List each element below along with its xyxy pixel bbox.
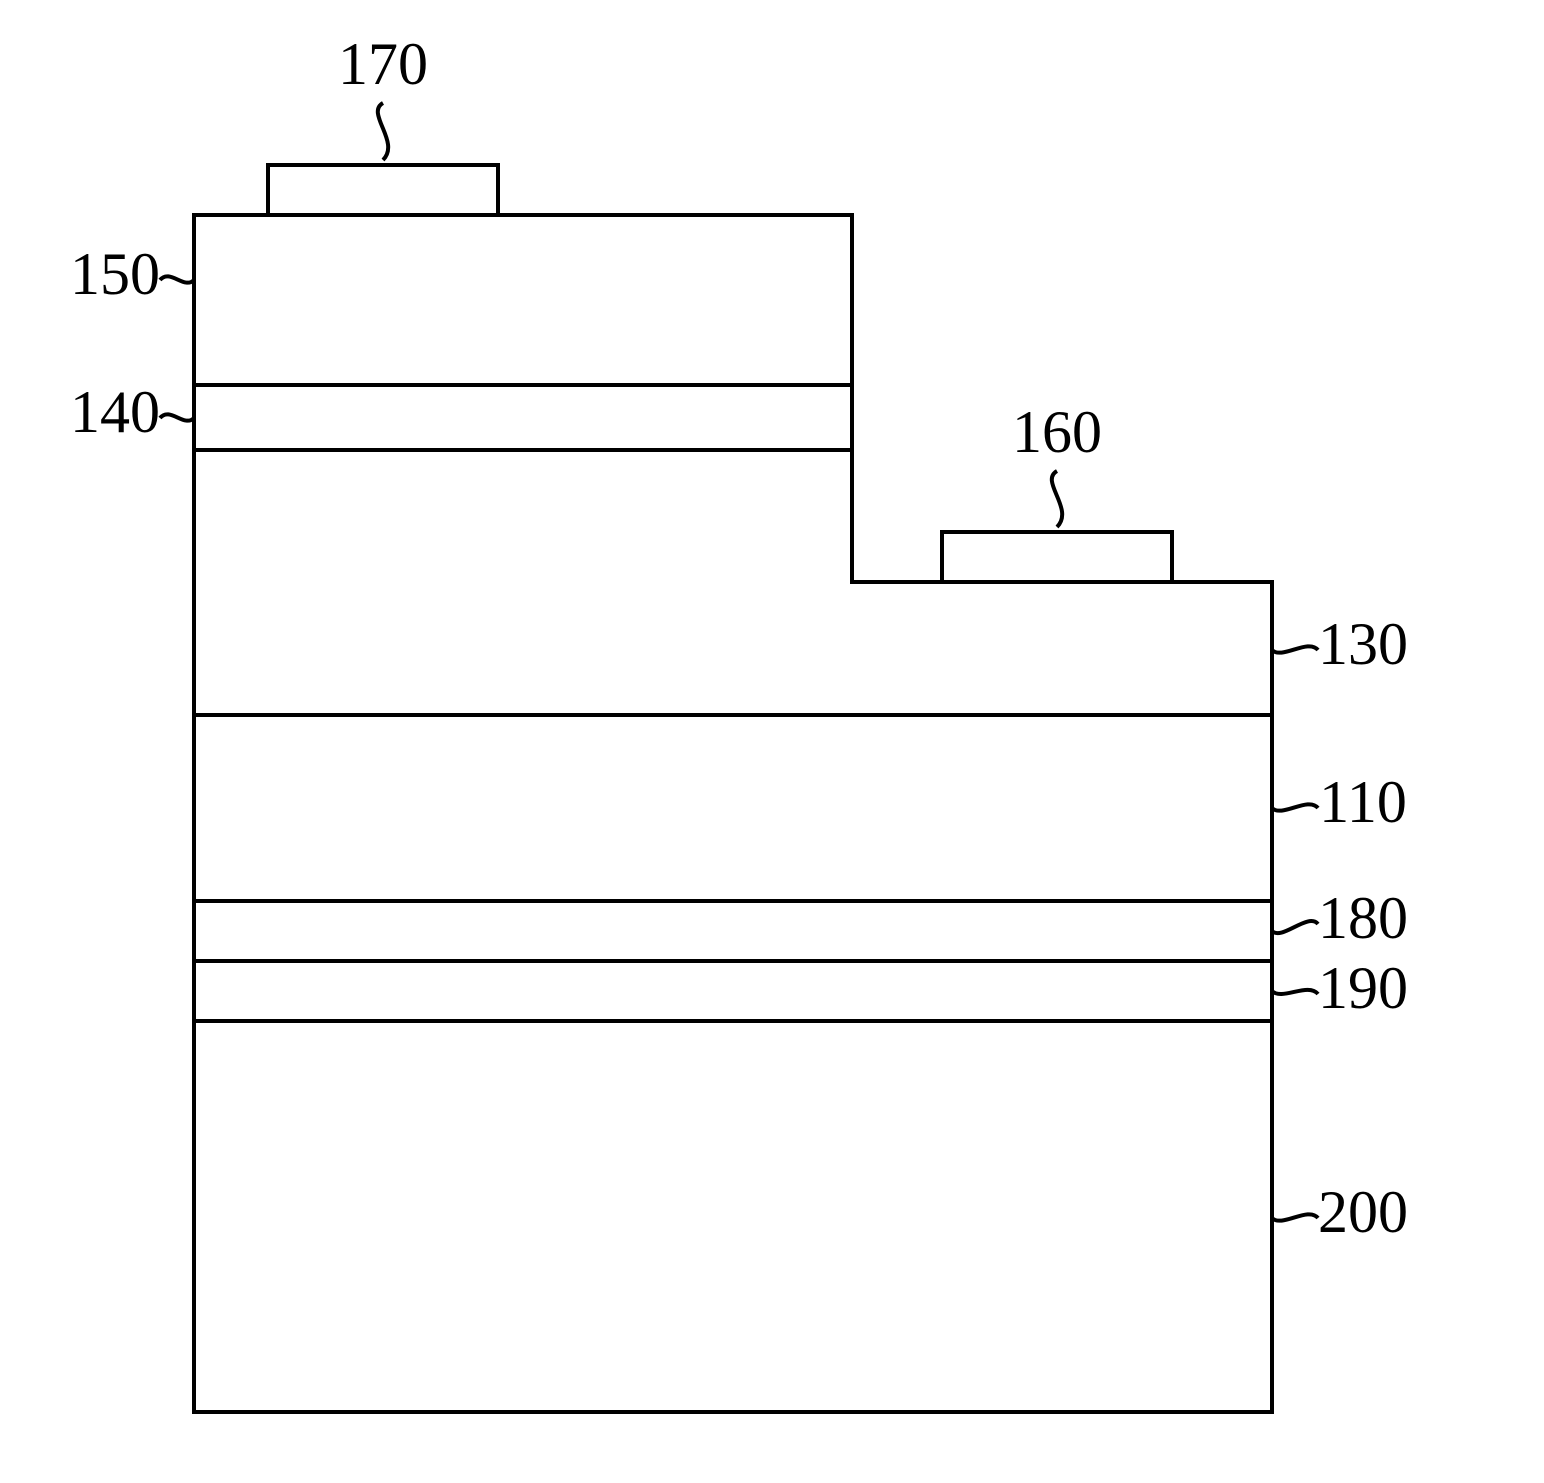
electrode-170 (268, 165, 498, 215)
leader-150 (160, 276, 194, 282)
leader-180 (1272, 921, 1318, 933)
label-140: 140 (70, 379, 160, 445)
electrode-160 (942, 532, 1172, 582)
label-150: 150 (70, 241, 160, 307)
label-160: 160 (1012, 399, 1102, 465)
label-200: 200 (1318, 1179, 1408, 1245)
layer-200 (194, 1021, 1272, 1412)
leader-130 (1272, 646, 1318, 652)
layer-110 (194, 715, 1272, 901)
label-130: 130 (1318, 611, 1408, 677)
label-190: 190 (1318, 955, 1408, 1021)
layer-140 (194, 385, 852, 450)
leader-190 (1272, 990, 1318, 994)
label-180: 180 (1318, 885, 1408, 951)
leader-110 (1272, 804, 1318, 810)
layer-190 (194, 961, 1272, 1021)
layer-150 (194, 215, 852, 385)
leader-200 (1272, 1214, 1318, 1220)
leader-160 (1052, 471, 1062, 527)
label-110: 110 (1319, 769, 1407, 835)
leader-170 (378, 103, 388, 160)
leader-140 (160, 414, 194, 420)
label-170: 170 (338, 31, 428, 97)
layer-180 (194, 901, 1272, 961)
